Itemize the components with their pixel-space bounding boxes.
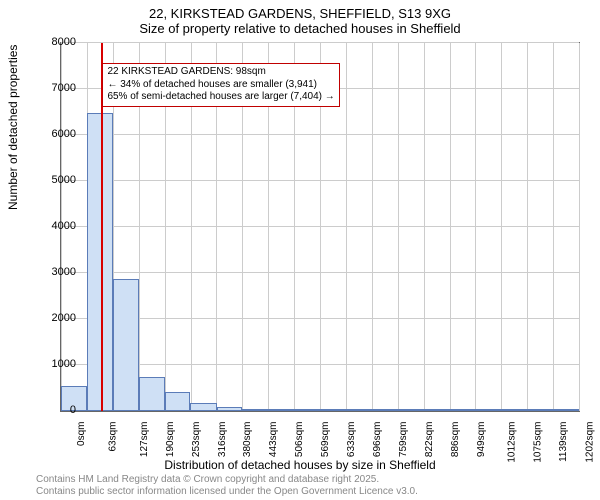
- histogram-bar: [475, 409, 501, 411]
- y-tick-label: 8000: [41, 36, 76, 48]
- histogram-bar: [190, 403, 216, 411]
- annotation-line2: ← 34% of detached houses are smaller (3,…: [107, 79, 334, 92]
- histogram-bar: [346, 409, 372, 411]
- gridline-v: [553, 43, 554, 411]
- histogram-bar: [242, 409, 268, 411]
- y-tick-label: 4000: [41, 220, 76, 232]
- x-axis-label: Distribution of detached houses by size …: [0, 458, 600, 472]
- y-axis-label: Number of detached properties: [6, 45, 20, 210]
- y-tick-label: 0: [41, 404, 76, 416]
- footnote-line-1: Contains HM Land Registry data © Crown c…: [36, 474, 418, 486]
- y-tick-label: 5000: [41, 174, 76, 186]
- annotation-box: 22 KIRKSTEAD GARDENS: 98sqm← 34% of deta…: [102, 63, 339, 107]
- y-tick-label: 7000: [41, 82, 76, 94]
- gridline-v: [450, 43, 451, 411]
- x-tick-label: 569sqm: [320, 422, 331, 458]
- histogram-bar: [87, 113, 113, 411]
- x-tick-label: 253sqm: [191, 422, 202, 458]
- histogram-bar: [294, 409, 320, 411]
- x-tick-label: 886sqm: [450, 422, 461, 458]
- gridline-v: [527, 43, 528, 411]
- annotation-line1: 22 KIRKSTEAD GARDENS: 98sqm: [107, 66, 334, 79]
- footnote: Contains HM Land Registry data © Crown c…: [36, 474, 418, 498]
- histogram-bar: [398, 409, 424, 411]
- histogram-plot: 22 KIRKSTEAD GARDENS: 98sqm← 34% of deta…: [60, 42, 580, 412]
- x-tick-label: 1012sqm: [507, 422, 518, 463]
- footnote-line-2: Contains public sector information licen…: [36, 486, 418, 498]
- x-tick-label: 380sqm: [242, 422, 253, 458]
- x-tick-label: 443sqm: [268, 422, 279, 458]
- histogram-bar: [553, 409, 579, 411]
- gridline-v: [424, 43, 425, 411]
- histogram-bar: [165, 392, 191, 411]
- histogram-bar: [372, 409, 398, 411]
- histogram-bar: [501, 409, 527, 411]
- x-tick-label: 1202sqm: [585, 422, 596, 463]
- histogram-bar: [268, 409, 294, 411]
- y-tick-label: 3000: [41, 266, 76, 278]
- gridline-v: [372, 43, 373, 411]
- title-line-1: 22, KIRKSTEAD GARDENS, SHEFFIELD, S13 9X…: [0, 6, 600, 21]
- gridline-v: [579, 43, 580, 411]
- histogram-bar: [424, 409, 450, 411]
- x-tick-label: 127sqm: [139, 422, 150, 458]
- x-tick-label: 1075sqm: [533, 422, 544, 463]
- histogram-bar: [139, 377, 165, 411]
- y-tick-label: 1000: [41, 358, 76, 370]
- histogram-bar: [113, 279, 139, 411]
- x-tick-label: 696sqm: [372, 422, 383, 458]
- y-tick-label: 6000: [41, 128, 76, 140]
- x-tick-label: 822sqm: [424, 422, 435, 458]
- x-tick-label: 506sqm: [294, 422, 305, 458]
- gridline-v: [398, 43, 399, 411]
- histogram-bar: [217, 407, 243, 411]
- x-tick-label: 759sqm: [398, 422, 409, 458]
- y-tick-label: 2000: [41, 312, 76, 324]
- x-tick-label: 0sqm: [76, 422, 87, 446]
- histogram-bar: [450, 409, 476, 411]
- chart-title: 22, KIRKSTEAD GARDENS, SHEFFIELD, S13 9X…: [0, 6, 600, 36]
- x-tick-label: 949sqm: [476, 422, 487, 458]
- title-line-2: Size of property relative to detached ho…: [0, 21, 600, 36]
- x-tick-label: 190sqm: [165, 422, 176, 458]
- gridline-v: [346, 43, 347, 411]
- gridline-v: [501, 43, 502, 411]
- x-tick-label: 633sqm: [346, 422, 357, 458]
- histogram-bar: [320, 409, 346, 411]
- x-tick-label: 316sqm: [217, 422, 228, 458]
- x-tick-label: 1139sqm: [558, 422, 569, 462]
- gridline-v: [475, 43, 476, 411]
- x-tick-label: 63sqm: [107, 422, 118, 452]
- histogram-bar: [527, 409, 553, 411]
- annotation-line3: 65% of semi-detached houses are larger (…: [107, 91, 334, 104]
